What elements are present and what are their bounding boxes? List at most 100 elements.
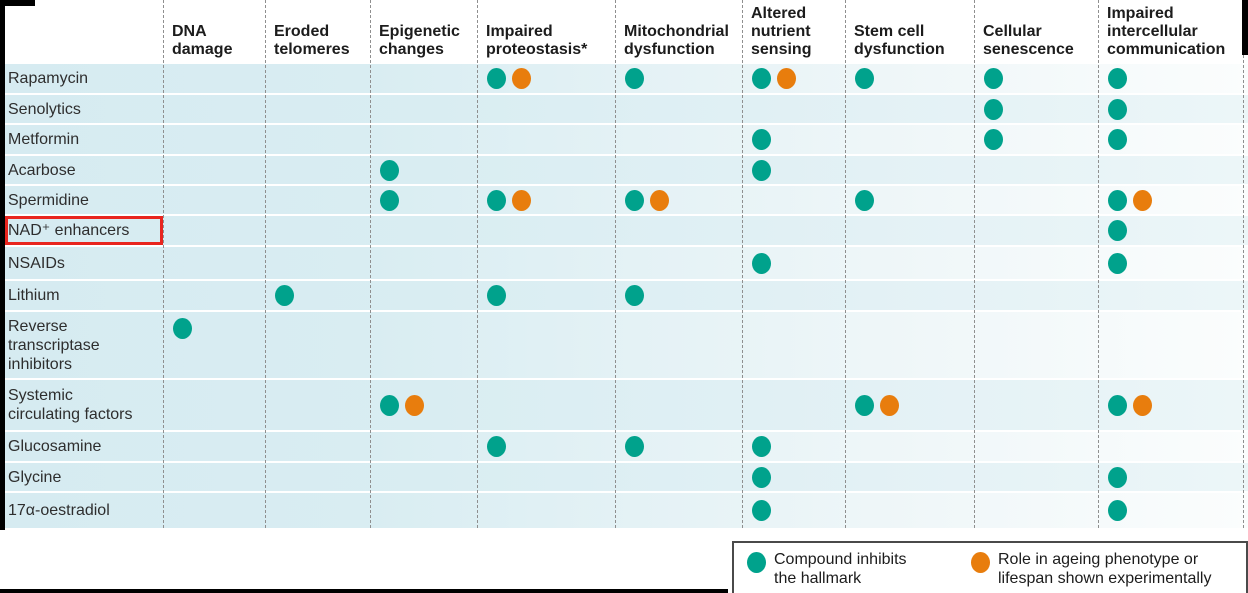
inhibits-dot bbox=[752, 68, 771, 89]
matrix-cell bbox=[615, 64, 742, 93]
matrix-cell bbox=[163, 312, 265, 378]
matrix-cell bbox=[477, 247, 615, 279]
matrix-cell bbox=[615, 493, 742, 528]
matrix-cell bbox=[845, 216, 974, 245]
matrix-cell bbox=[265, 463, 370, 491]
matrix-cell bbox=[477, 380, 615, 430]
row-label: NAD⁺ enhancers bbox=[8, 222, 130, 239]
experimental-dot bbox=[1133, 189, 1152, 211]
experimental-dot bbox=[512, 189, 531, 211]
matrix-cell bbox=[1098, 125, 1248, 154]
inhibits-dot bbox=[752, 436, 771, 457]
experimental-dot bbox=[1133, 394, 1152, 416]
matrix-cell bbox=[615, 216, 742, 245]
matrix-cell bbox=[845, 125, 974, 154]
row-reverse-transcriptase-inhibitors: Reverse transcriptase inhibitors bbox=[0, 310, 1248, 378]
legend-item-experimental: Role in ageing phenotype or lifespan sho… bbox=[971, 550, 1211, 588]
matrix-cell bbox=[1098, 95, 1248, 123]
matrix-cell bbox=[845, 156, 974, 184]
matrix-cell bbox=[1098, 432, 1248, 461]
matrix-cell bbox=[974, 125, 1098, 154]
inhibits-dot bbox=[855, 68, 874, 89]
col-header-impaired-intercellular-communication: Impaired intercellular communication bbox=[1107, 5, 1226, 58]
row-acarbose: Acarbose bbox=[0, 154, 1248, 184]
inhibits-dot bbox=[984, 98, 1003, 120]
crop-edge-left bbox=[0, 0, 5, 530]
row-label: Acarbose bbox=[8, 161, 76, 179]
matrix-cell bbox=[845, 463, 974, 491]
matrix-cell bbox=[477, 463, 615, 491]
row-label: Systemic circulating factors bbox=[8, 387, 133, 423]
matrix-cell bbox=[974, 186, 1098, 214]
inhibits-dot bbox=[380, 159, 399, 181]
matrix-cell bbox=[163, 95, 265, 123]
matrix-cell bbox=[845, 380, 974, 430]
column-gridline bbox=[615, 0, 616, 528]
inhibits-dot bbox=[1108, 98, 1127, 120]
experimental-dot bbox=[880, 394, 899, 416]
matrix-cell bbox=[163, 247, 265, 279]
inhibits-dot bbox=[1108, 252, 1127, 274]
matrix-cell bbox=[477, 281, 615, 310]
inhibits-dot bbox=[380, 189, 399, 211]
row-systemic-circulating-factors: Systemic circulating factors bbox=[0, 378, 1248, 430]
inhibits-dot bbox=[752, 129, 771, 150]
column-gridline bbox=[974, 0, 975, 528]
inhibits-dot bbox=[380, 394, 399, 416]
matrix-cell bbox=[265, 281, 370, 310]
matrix-cell bbox=[742, 125, 845, 154]
column-gridline bbox=[742, 0, 743, 528]
matrix-cell bbox=[1098, 312, 1248, 378]
legend-orange-dot bbox=[971, 552, 990, 573]
matrix-cell bbox=[974, 247, 1098, 279]
inhibits-dot bbox=[984, 68, 1003, 89]
row-nsaids: NSAIDs bbox=[0, 245, 1248, 279]
row-senolytics: Senolytics bbox=[0, 93, 1248, 123]
matrix-cell bbox=[615, 380, 742, 430]
inhibits-dot bbox=[1108, 466, 1127, 488]
inhibits-dot bbox=[855, 394, 874, 416]
column-gridline bbox=[163, 0, 164, 528]
matrix-cell bbox=[370, 312, 477, 378]
inhibits-dot bbox=[984, 129, 1003, 150]
column-gridline bbox=[370, 0, 371, 528]
row-label: Spermidine bbox=[8, 191, 89, 209]
row-metformin: Metformin bbox=[0, 123, 1248, 154]
matrix-cell bbox=[1098, 64, 1248, 93]
matrix-cell bbox=[477, 186, 615, 214]
matrix-cell bbox=[974, 156, 1098, 184]
matrix-cell bbox=[742, 186, 845, 214]
matrix-cell bbox=[974, 312, 1098, 378]
matrix-cell bbox=[974, 216, 1098, 245]
matrix-cell bbox=[615, 247, 742, 279]
crop-edge-bottom bbox=[0, 589, 728, 593]
matrix-cell bbox=[742, 64, 845, 93]
matrix-cell bbox=[265, 95, 370, 123]
matrix-cell bbox=[742, 380, 845, 430]
matrix-cell bbox=[370, 186, 477, 214]
row-lithium: Lithium bbox=[0, 279, 1248, 310]
matrix-cell bbox=[370, 247, 477, 279]
inhibits-dot bbox=[275, 285, 294, 306]
matrix-cell bbox=[974, 281, 1098, 310]
matrix-cell bbox=[742, 463, 845, 491]
matrix-cell bbox=[477, 312, 615, 378]
matrix-cell bbox=[370, 463, 477, 491]
matrix-cell bbox=[1098, 216, 1248, 245]
legend-inhibits-label: Compound inhibits the hallmark bbox=[774, 551, 907, 587]
inhibits-dot bbox=[487, 285, 506, 306]
matrix-cell bbox=[845, 95, 974, 123]
matrix-rows: Rapamycin Senolytics Metformin Acarbose Sper… bbox=[0, 62, 1248, 528]
inhibits-dot bbox=[487, 436, 506, 457]
matrix-cell bbox=[163, 493, 265, 528]
experimental-dot bbox=[405, 394, 424, 416]
matrix-cell bbox=[163, 432, 265, 461]
matrix-cell bbox=[265, 247, 370, 279]
col-header-eroded-telomeres: Eroded telomeres bbox=[274, 23, 350, 58]
inhibits-dot bbox=[487, 68, 506, 89]
inhibits-dot bbox=[752, 500, 771, 521]
legend-experimental-label: Role in ageing phenotype or lifespan sho… bbox=[998, 551, 1212, 587]
matrix-cell bbox=[615, 156, 742, 184]
inhibits-dot bbox=[173, 318, 192, 339]
